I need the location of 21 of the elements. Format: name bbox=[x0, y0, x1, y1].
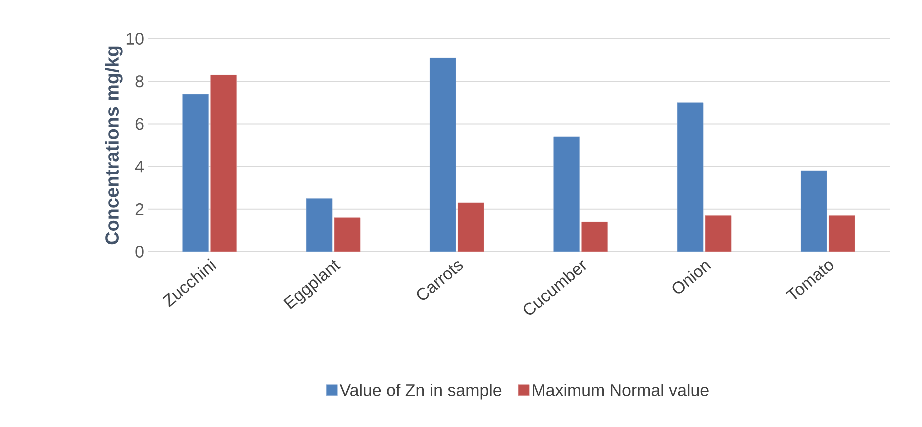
y-tick-label: 6 bbox=[136, 118, 144, 130]
bar bbox=[182, 94, 210, 252]
bar bbox=[800, 170, 828, 252]
bar bbox=[334, 218, 361, 252]
bar bbox=[705, 216, 732, 252]
bar bbox=[458, 202, 484, 252]
y-tick-label: 4 bbox=[135, 160, 144, 173]
y-tick-label: 0 bbox=[136, 246, 144, 258]
bar bbox=[554, 136, 580, 252]
y-tick-label: 2 bbox=[136, 203, 144, 216]
bar bbox=[582, 222, 608, 252]
legend-label: Maximum Normal value bbox=[533, 384, 709, 396]
bar bbox=[306, 198, 333, 252]
y-tick-label: 10 bbox=[126, 33, 144, 45]
bar bbox=[828, 216, 856, 252]
y-axis-title: Concentrations mg/kg bbox=[105, 46, 123, 245]
bar bbox=[430, 58, 456, 252]
y-tick-label: 8 bbox=[136, 76, 144, 88]
legend-label: Value of Zn in sample bbox=[340, 384, 502, 400]
bar bbox=[210, 75, 238, 252]
bar bbox=[677, 102, 704, 252]
